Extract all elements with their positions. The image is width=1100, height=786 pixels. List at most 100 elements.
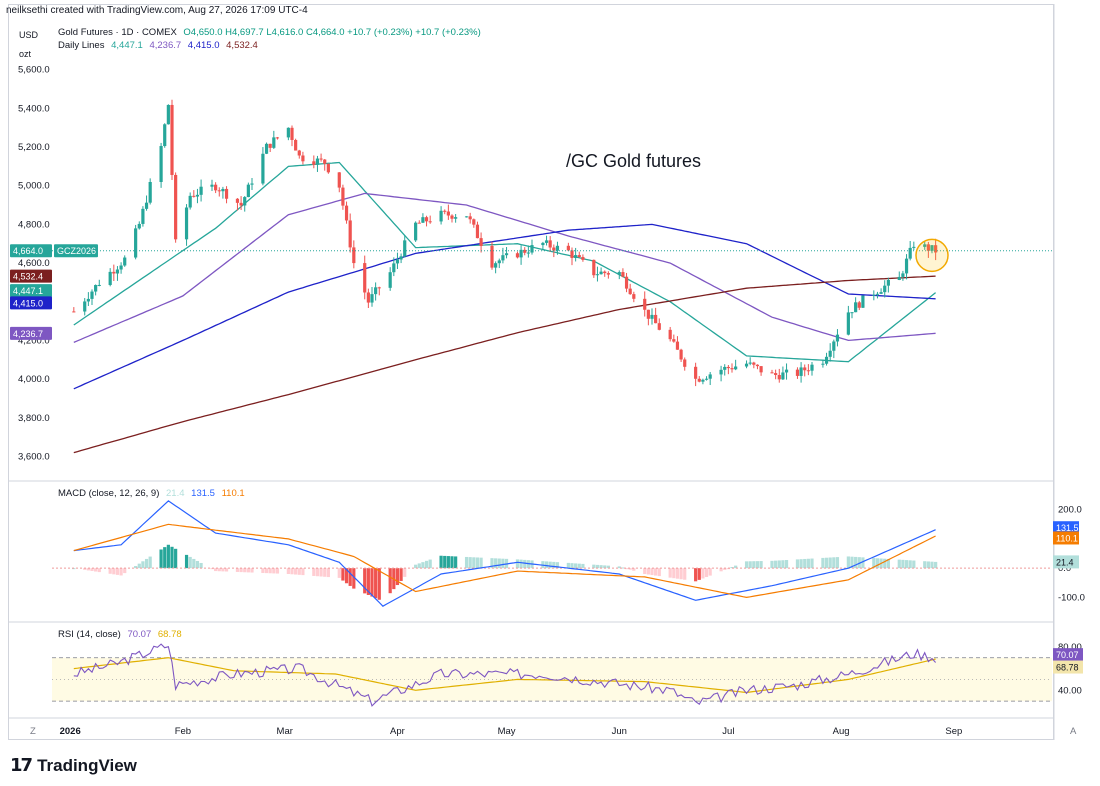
price-y-tick: 3,800.0: [18, 413, 50, 424]
macd-histogram-bar: [319, 568, 323, 577]
macd-histogram-bar: [926, 561, 930, 569]
x-axis-tick: 2026: [60, 726, 81, 737]
candle-body: [443, 210, 447, 212]
candle-body: [352, 247, 356, 264]
macd-histogram-bar: [214, 568, 218, 572]
price-y-tick: 5,400.0: [18, 103, 50, 114]
candle-body: [795, 369, 800, 376]
candle-body: [541, 242, 545, 246]
candle-body: [675, 341, 680, 350]
macd-histogram-bar: [752, 561, 756, 569]
macd-histogram-bar: [352, 568, 356, 589]
price-badge: [10, 326, 52, 340]
macd-histogram-bar: [523, 559, 527, 569]
macd-histogram-bar: [675, 568, 680, 579]
macd-histogram-bar: [719, 568, 723, 572]
macd-histogram-bar: [337, 568, 341, 578]
macd-histogram-bar: [784, 560, 789, 569]
candle-body: [192, 195, 196, 197]
macd-histogram-bar: [315, 568, 320, 577]
candle-body: [704, 378, 709, 380]
candle-body: [552, 247, 556, 251]
macd-badge-text: 110.1: [1056, 533, 1078, 543]
candle-body: [428, 221, 432, 223]
price-badge: [10, 244, 52, 258]
macd-histogram-bar: [755, 561, 760, 569]
rsi-badge-text: 68.78: [1056, 663, 1079, 673]
price-badge-text: GCZ2026: [57, 246, 96, 256]
currency-label: USD: [19, 30, 39, 40]
macd-histogram-bar: [323, 568, 327, 577]
macd-histogram-bar: [599, 565, 603, 569]
unit-label: ozt: [19, 49, 32, 59]
candle-body: [632, 294, 636, 299]
macd-histogram-bar: [312, 568, 316, 576]
macd-histogram-bar: [806, 558, 810, 569]
candle-body: [163, 124, 167, 147]
macd-histogram-bar: [348, 568, 352, 586]
macd-histogram-bar: [388, 568, 392, 594]
macd-histogram-bar: [199, 562, 203, 569]
price-badge-text: 4,532.4: [13, 272, 43, 282]
candle-body: [784, 369, 789, 373]
candle-body: [799, 367, 803, 376]
macd-histogram-bar: [628, 568, 632, 570]
macd-histogram-bar: [370, 568, 374, 597]
macd-histogram-bar: [683, 568, 687, 580]
candle-body: [759, 366, 763, 373]
candle-body: [494, 263, 498, 268]
candle-body: [592, 259, 596, 276]
macd-histogram-bar: [908, 560, 912, 569]
x-axis-tick: Mar: [277, 726, 293, 737]
legend-daily-lines: Daily Lines 4,447.1 4,236.7 4,415.0 4,53…: [58, 40, 262, 51]
price-y-tick: 4,200.0: [18, 335, 50, 346]
macd-histogram-bar: [159, 549, 163, 569]
price-badge-text: 4,664.0: [13, 246, 43, 256]
macd-histogram-bar: [875, 558, 880, 569]
price-badge-text: 4,236.7: [13, 329, 43, 339]
macd-histogram-bar: [454, 556, 458, 569]
candle-body: [854, 302, 858, 313]
candle-body: [90, 291, 94, 299]
price-y-tick: 5,200.0: [18, 142, 50, 153]
candle-body: [643, 298, 647, 310]
macd-histogram-bar: [275, 568, 280, 574]
candle-body: [650, 314, 654, 319]
candle-body: [224, 188, 229, 199]
candle-body: [348, 220, 352, 248]
candle-body: [250, 183, 254, 185]
candle-body: [243, 197, 247, 206]
macd-histogram-bar: [861, 557, 865, 569]
candle-body: [86, 298, 90, 302]
macd-histogram-bar: [544, 561, 549, 569]
macd-histogram-bar: [184, 554, 189, 569]
macd-histogram-bar: [857, 557, 861, 569]
candle-body: [414, 222, 418, 241]
macd-histogram-bar: [646, 568, 650, 575]
candle-body: [574, 255, 578, 258]
candle-body: [708, 374, 712, 379]
candle-body: [323, 159, 327, 164]
candle-body: [326, 163, 330, 173]
macd-histogram-bar: [195, 560, 200, 569]
legend-main: Gold Futures · 1D · COMEX O4,650.0 H4,69…: [58, 27, 485, 38]
candle-body: [628, 288, 632, 295]
macd-histogram-bar: [774, 560, 778, 569]
macd-histogram-bar: [923, 561, 927, 569]
macd-histogram-bar: [934, 561, 938, 569]
macd-histogram-bar: [901, 559, 905, 569]
tradingview-logo[interactable]: 17 TradingView: [10, 755, 137, 776]
candle-body: [395, 259, 400, 264]
macd-y-tick: 200.0: [1058, 505, 1082, 516]
macd-histogram-bar: [497, 558, 501, 569]
candle-body: [603, 271, 607, 274]
candle-body: [286, 127, 290, 138]
candle-body: [912, 246, 916, 248]
candle-body: [221, 188, 225, 192]
macd-histogram-bar: [297, 568, 301, 575]
macd-histogram-bar: [221, 568, 225, 572]
macd-histogram-bar: [439, 555, 443, 569]
macd-histogram-bar: [904, 560, 909, 569]
rsi-badge-text: 70.07: [1056, 650, 1079, 660]
